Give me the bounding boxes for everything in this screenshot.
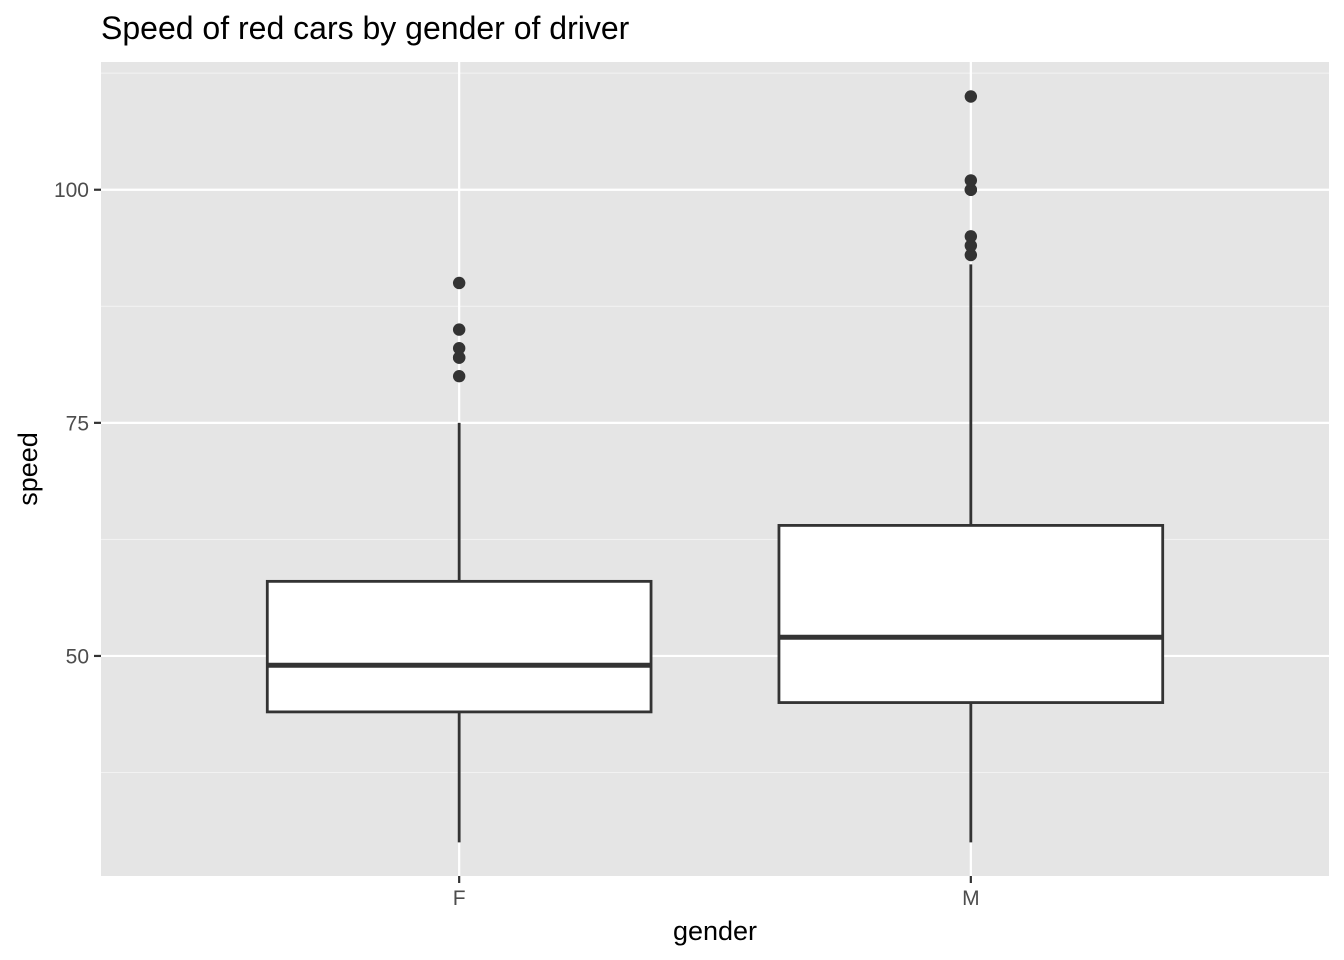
- outlier-point: [964, 248, 978, 262]
- outlier-point: [452, 351, 466, 364]
- outlier-point: [452, 370, 466, 383]
- y-tick-label: 50: [66, 645, 89, 668]
- outlier-point: [452, 276, 466, 290]
- box-series: [265, 90, 1165, 843]
- box-group-F: [265, 276, 653, 843]
- outlier-point: [452, 342, 466, 355]
- y-tick-label: 75: [66, 412, 89, 435]
- outlier-point: [964, 174, 978, 187]
- outlier-point: [964, 90, 978, 103]
- outlier-point: [452, 323, 466, 336]
- x-axis-title: gender: [673, 916, 757, 946]
- x-tick-label: F: [453, 887, 466, 910]
- outlier-point: [964, 239, 978, 252]
- outlier-point: [964, 183, 978, 196]
- chart-title: Speed of red cars by gender of driver: [101, 10, 630, 46]
- axes: 50 75 100 F M: [54, 179, 980, 910]
- plot-panel: [101, 62, 1329, 876]
- box-group-M: [777, 90, 1165, 843]
- outlier-point: [964, 230, 978, 243]
- y-axis-title: speed: [13, 432, 43, 506]
- box-iqr: [777, 524, 1165, 704]
- box-iqr: [265, 579, 653, 714]
- x-tick-label: M: [962, 887, 980, 910]
- y-tick-label: 100: [54, 179, 89, 202]
